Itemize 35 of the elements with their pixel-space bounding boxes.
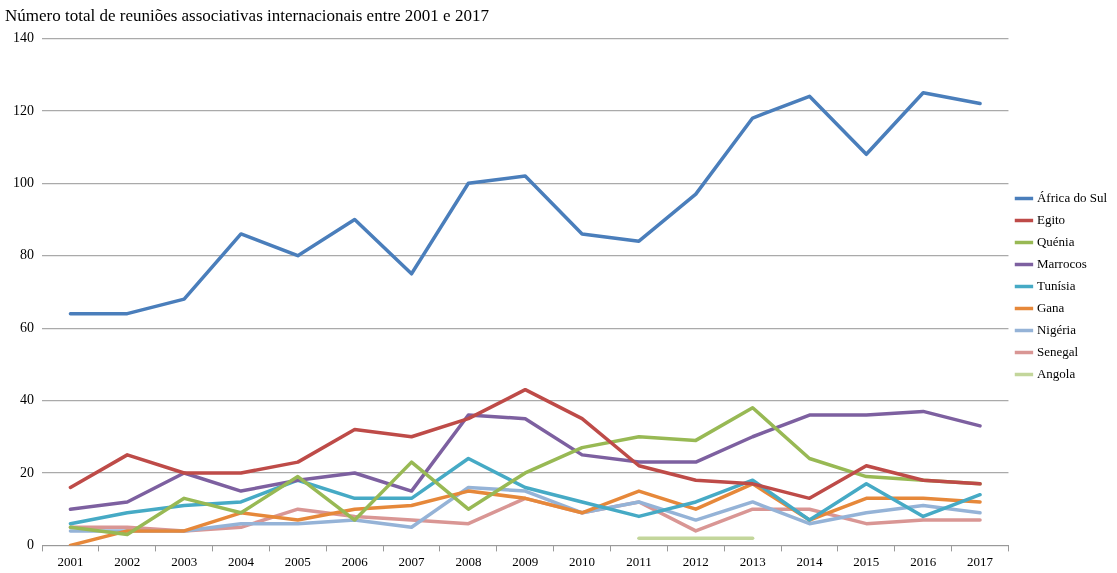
x-tick-label: 2012 xyxy=(682,553,709,569)
legend-label: Nigéria xyxy=(1036,321,1077,337)
x-tick-label: 2001 xyxy=(57,553,84,569)
y-tick-label: 40 xyxy=(20,392,34,408)
x-tick-label: 2005 xyxy=(284,553,311,569)
x-tick-label: 2013 xyxy=(739,553,766,569)
y-tick-label: 120 xyxy=(13,102,34,118)
x-tick-label: 2010 xyxy=(569,553,596,569)
y-tick-label: 60 xyxy=(20,319,34,335)
x-tick-label: 2008 xyxy=(455,553,482,569)
legend-label: Egito xyxy=(1036,211,1066,227)
x-tick-label: 2014 xyxy=(796,553,823,569)
x-tick-label: 2002 xyxy=(114,553,141,569)
legend-label: África do Sul xyxy=(1036,189,1108,205)
legend-label: Senegal xyxy=(1036,343,1079,359)
x-tick-label: 2007 xyxy=(398,553,426,569)
x-tick-label: 2011 xyxy=(626,553,652,569)
x-tick-label: 2015 xyxy=(853,553,880,569)
legend-label: Angola xyxy=(1036,365,1076,381)
y-tick-label: 80 xyxy=(20,247,34,263)
legend-label: Quénia xyxy=(1036,233,1075,249)
y-tick-label: 140 xyxy=(13,30,34,46)
x-tick-label: 2009 xyxy=(512,553,539,569)
x-tick-label: 2004 xyxy=(227,553,255,569)
x-tick-label: 2006 xyxy=(341,553,369,569)
y-tick-label: 20 xyxy=(20,464,34,480)
y-tick-label: 100 xyxy=(13,174,34,190)
legend-label: Marrocos xyxy=(1036,255,1087,271)
chart-title: Número total de reuniões associativas internacionais entre 2001 e 2017 xyxy=(5,5,490,25)
legend-label: Tunísia xyxy=(1036,277,1076,293)
x-tick-label: 2016 xyxy=(910,553,937,569)
legend-label: Gana xyxy=(1036,299,1065,315)
x-tick-label: 2017 xyxy=(967,553,994,569)
y-tick-label: 0 xyxy=(27,537,34,553)
x-tick-label: 2003 xyxy=(171,553,198,569)
